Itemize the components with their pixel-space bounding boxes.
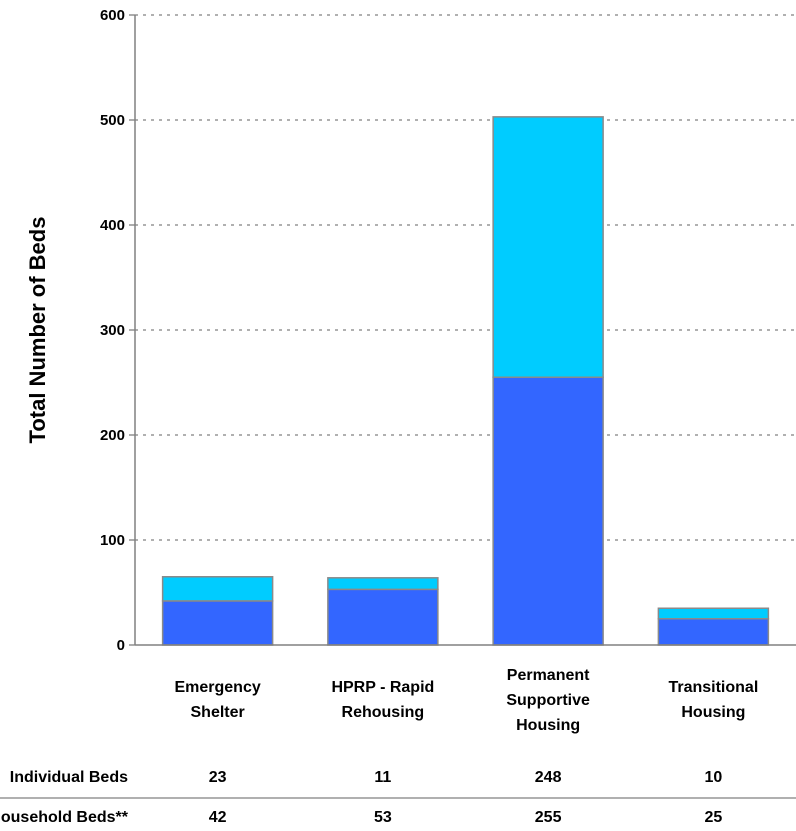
data-table: 23 42 11 53 248 255 10 25 Individual Beds Househo… bbox=[0, 769, 796, 826]
bar-segment bbox=[657, 618, 770, 646]
gridlines bbox=[135, 14, 796, 541]
y-tick-label: 500 bbox=[100, 112, 125, 129]
y-axis-label: Total Number of Beds bbox=[25, 217, 50, 444]
y-tick-label: 0 bbox=[117, 637, 125, 654]
category-label: Supportive bbox=[506, 692, 590, 709]
category-label: Housing bbox=[516, 717, 580, 734]
y-tick-label: 200 bbox=[100, 427, 125, 444]
table-cell: 255 bbox=[535, 809, 562, 826]
bar-segment bbox=[492, 116, 604, 378]
bars bbox=[161, 116, 770, 646]
bar-segment bbox=[161, 576, 274, 602]
table-cell: 53 bbox=[374, 809, 392, 826]
y-tick-label: 600 bbox=[100, 7, 125, 24]
category-label: HPRP - Rapid bbox=[331, 679, 434, 696]
table-row-label: Household Beds** bbox=[0, 809, 129, 826]
y-axis-ticks: 0 100 200 300 400 500 600 bbox=[100, 7, 135, 654]
bar-segment bbox=[657, 607, 770, 620]
category-label: Shelter bbox=[191, 704, 245, 721]
table-cell: 248 bbox=[535, 769, 562, 786]
table-row-label: Individual Beds bbox=[10, 769, 128, 786]
category-label: Housing bbox=[681, 704, 745, 721]
table-cell: 25 bbox=[704, 809, 722, 826]
table-cell: 42 bbox=[209, 809, 227, 826]
bar-segment bbox=[327, 588, 439, 646]
y-tick-label: 400 bbox=[100, 217, 125, 234]
category-label: Permanent bbox=[507, 667, 590, 684]
bar-segment bbox=[161, 600, 274, 646]
category-labels: Emergency Shelter HPRP - Rapid Rehousing Per… bbox=[174, 667, 758, 734]
category-label: Rehousing bbox=[342, 704, 425, 721]
bar-segment bbox=[327, 577, 439, 591]
table-cell: 10 bbox=[704, 769, 722, 786]
category-label: Transitional bbox=[668, 679, 758, 696]
table-cell: 11 bbox=[374, 769, 391, 786]
category-label: Emergency bbox=[174, 679, 260, 696]
y-tick-label: 100 bbox=[100, 532, 125, 549]
axes bbox=[134, 15, 796, 646]
table-cell: 23 bbox=[209, 769, 227, 786]
bar-segment bbox=[492, 376, 604, 646]
y-tick-label: 300 bbox=[100, 322, 125, 339]
